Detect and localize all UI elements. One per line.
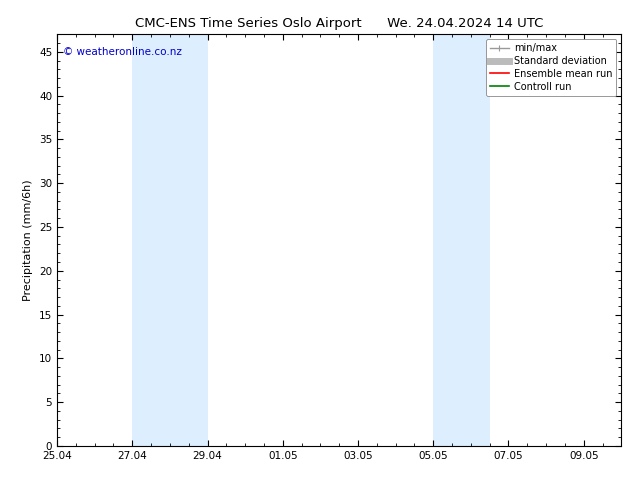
Bar (433, 34, 489, 446)
Title: CMC-ENS Time Series Oslo Airport      We. 24.04.2024 14 UTC: CMC-ENS Time Series Oslo Airport We. 24.… (135, 17, 543, 30)
Y-axis label: Precipitation (mm/6h): Precipitation (mm/6h) (23, 179, 34, 301)
Legend: min/max, Standard deviation, Ensemble mean run, Controll run: min/max, Standard deviation, Ensemble me… (486, 39, 616, 96)
Bar (133, 34, 207, 446)
Text: © weatheronline.co.nz: © weatheronline.co.nz (63, 47, 181, 57)
